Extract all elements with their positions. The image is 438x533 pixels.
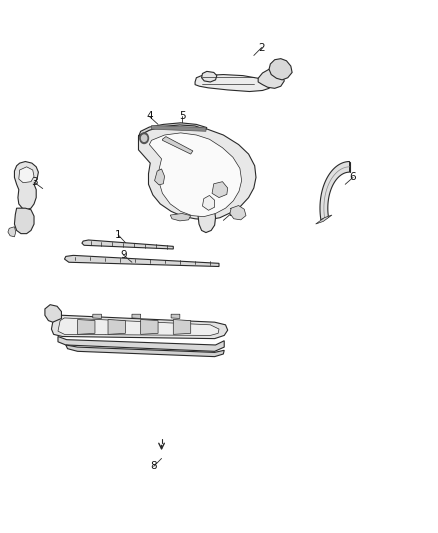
Polygon shape: [19, 167, 34, 183]
Text: 9: 9: [120, 250, 127, 260]
Polygon shape: [320, 161, 350, 220]
Polygon shape: [198, 191, 218, 232]
Polygon shape: [58, 318, 219, 335]
Polygon shape: [171, 314, 180, 318]
Polygon shape: [195, 75, 271, 92]
Polygon shape: [8, 227, 16, 237]
Polygon shape: [173, 319, 191, 334]
Circle shape: [141, 135, 147, 141]
Text: 4: 4: [146, 111, 153, 122]
Polygon shape: [149, 133, 242, 216]
Polygon shape: [14, 161, 39, 210]
Text: 6: 6: [350, 172, 357, 182]
Polygon shape: [162, 136, 193, 154]
Polygon shape: [66, 345, 224, 357]
Polygon shape: [93, 314, 102, 318]
Polygon shape: [230, 206, 246, 220]
Polygon shape: [316, 215, 332, 224]
Text: 2: 2: [258, 43, 265, 53]
Polygon shape: [152, 125, 206, 131]
Polygon shape: [78, 319, 95, 334]
Polygon shape: [138, 123, 207, 136]
Text: 3: 3: [228, 208, 234, 219]
Text: 8: 8: [150, 462, 157, 471]
Polygon shape: [212, 182, 228, 198]
Polygon shape: [269, 59, 292, 80]
Text: 5: 5: [179, 111, 185, 122]
Polygon shape: [45, 305, 61, 322]
Polygon shape: [201, 71, 217, 82]
Text: 1: 1: [115, 230, 121, 240]
Polygon shape: [138, 124, 256, 220]
Polygon shape: [82, 240, 173, 249]
Polygon shape: [108, 319, 125, 334]
Polygon shape: [155, 169, 165, 185]
Text: 7: 7: [94, 322, 100, 333]
Polygon shape: [58, 336, 224, 351]
Text: 3: 3: [31, 177, 37, 187]
Polygon shape: [64, 255, 219, 266]
Polygon shape: [258, 69, 284, 88]
Polygon shape: [132, 314, 141, 318]
Polygon shape: [14, 208, 34, 233]
Polygon shape: [170, 214, 191, 221]
Polygon shape: [202, 196, 215, 211]
Polygon shape: [141, 319, 158, 334]
Circle shape: [140, 133, 148, 143]
Polygon shape: [51, 316, 228, 338]
